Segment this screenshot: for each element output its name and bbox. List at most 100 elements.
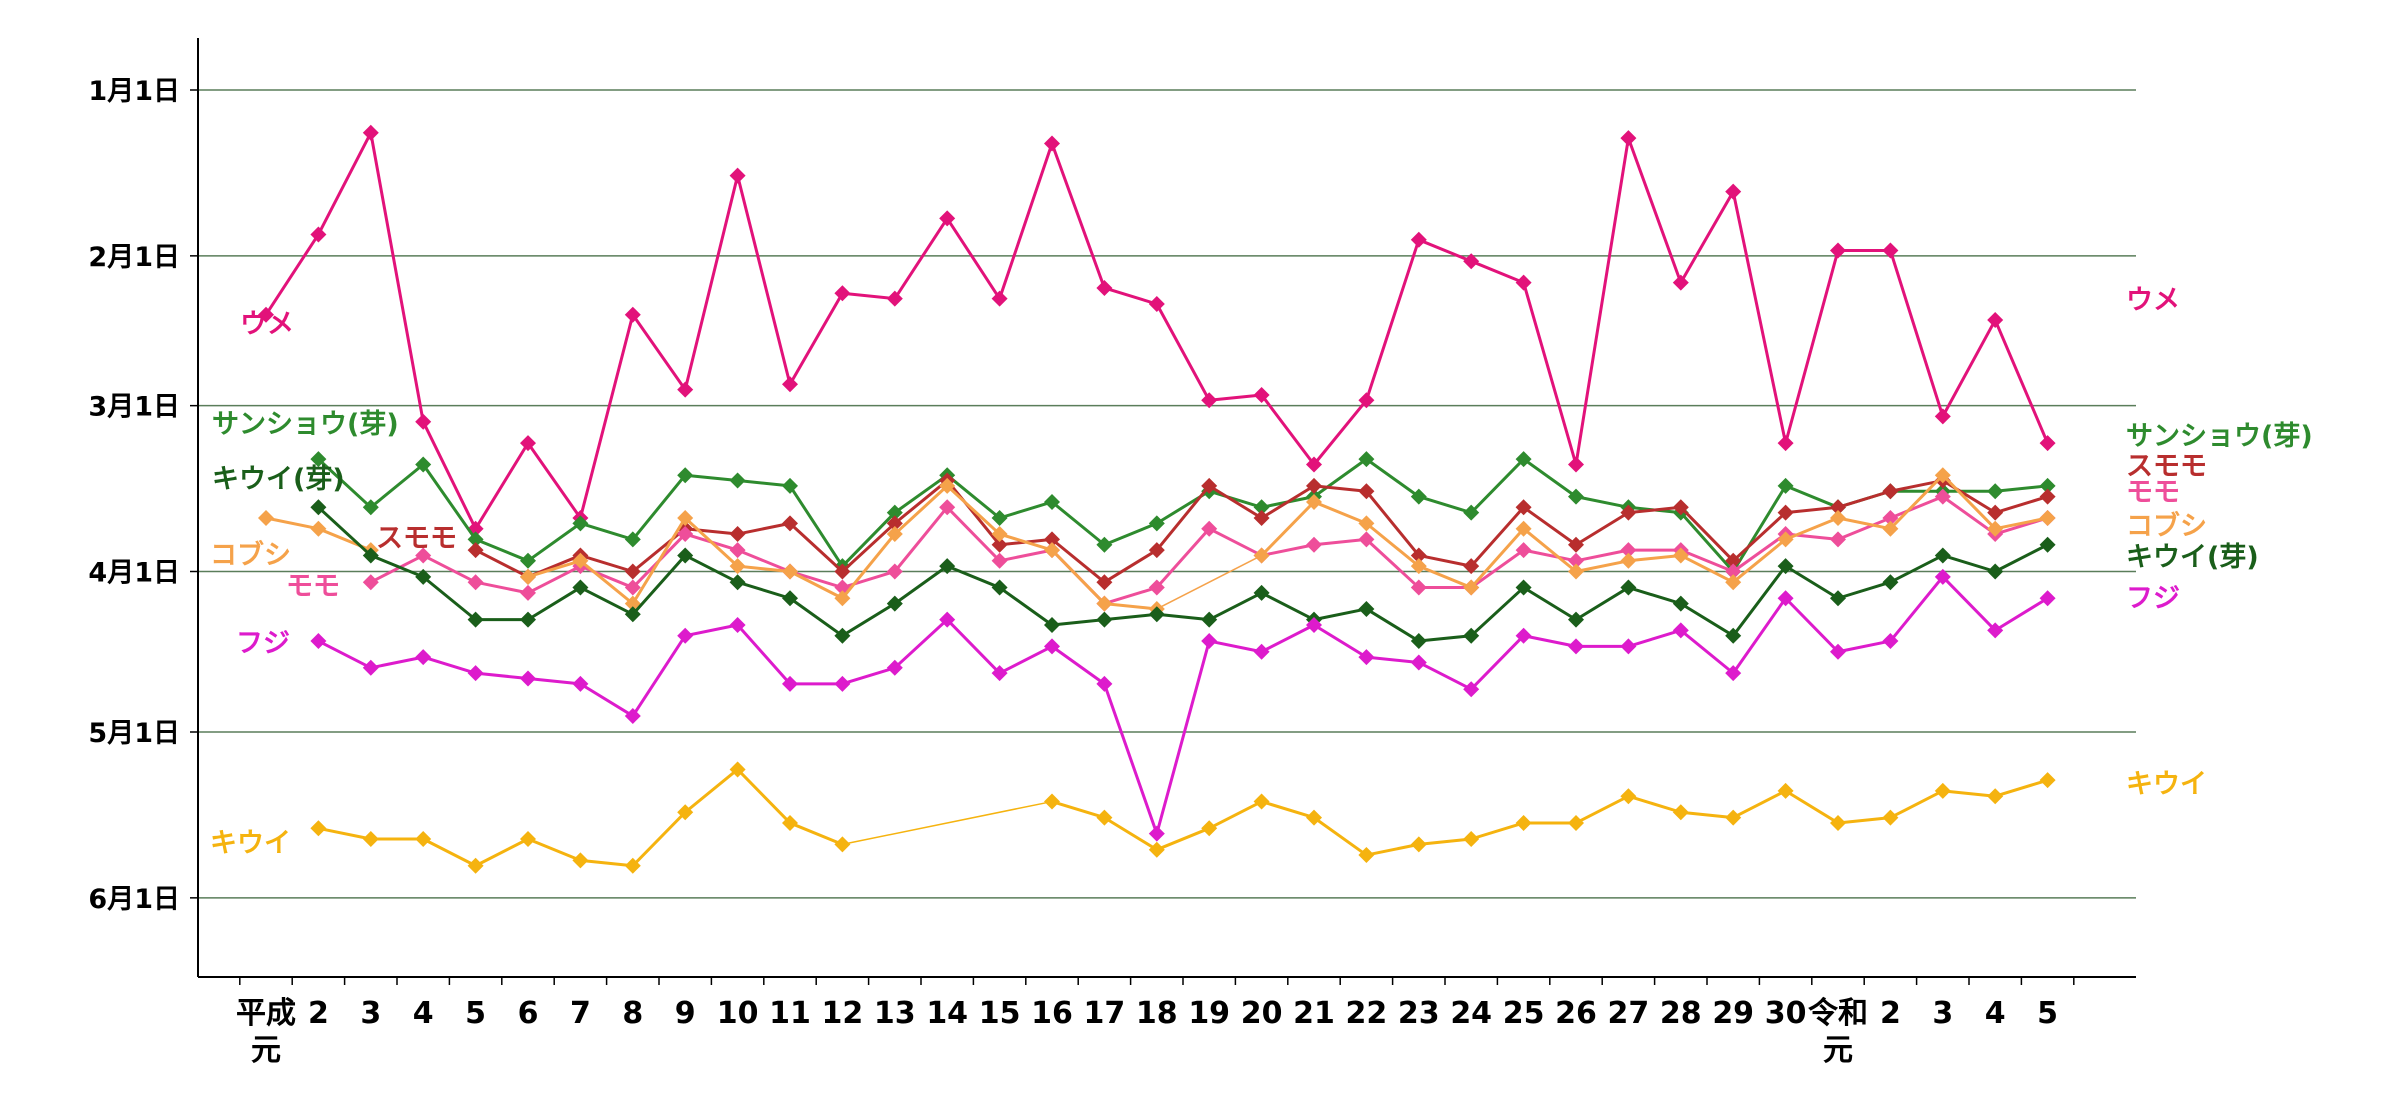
data-point <box>415 568 432 585</box>
data-point <box>991 526 1008 543</box>
data-point <box>939 210 956 227</box>
data-point <box>677 526 694 543</box>
data-point <box>2039 477 2056 494</box>
x-tick-label: 11 <box>769 996 811 1031</box>
data-point <box>1568 611 1584 628</box>
series-line <box>318 767 843 868</box>
data-point <box>1096 536 1113 553</box>
data-point <box>520 435 536 452</box>
x-tick-label: 29 <box>1712 996 1754 1031</box>
data-point <box>939 477 956 494</box>
data-point <box>729 542 746 559</box>
data-point <box>1358 847 1375 864</box>
y-tick-label: 5月1日 <box>88 718 180 749</box>
data-point <box>467 531 484 548</box>
data-point <box>1568 552 1584 569</box>
data-point <box>1358 451 1375 468</box>
x-tick-label: 15 <box>979 996 1021 1031</box>
gap-connector <box>1156 554 1262 610</box>
data-point <box>1148 825 1165 842</box>
data-point <box>677 804 694 821</box>
x-tick-label: 9 <box>675 996 696 1031</box>
data-point <box>1096 279 1113 296</box>
data-point <box>1044 617 1060 633</box>
data-point <box>1358 392 1375 409</box>
data-point <box>939 558 956 575</box>
series-label-left: コブシ <box>210 539 291 571</box>
x-tick-label: 18 <box>1136 996 1178 1031</box>
data-point <box>1306 617 1322 633</box>
data-point <box>1568 536 1584 553</box>
data-point <box>1568 488 1584 505</box>
data-point <box>1515 579 1532 596</box>
data-point <box>258 510 274 526</box>
data-point <box>467 611 484 628</box>
data-point <box>1096 574 1113 591</box>
data-point <box>886 659 903 676</box>
data-point <box>362 659 379 676</box>
data-point <box>520 831 536 847</box>
data-point <box>782 675 798 692</box>
x-tick-label: 19 <box>1188 996 1230 1031</box>
x-tick-label: 27 <box>1608 996 1650 1031</box>
data-point <box>939 611 956 628</box>
data-point <box>1044 493 1060 510</box>
data-point <box>1882 633 1899 650</box>
data-point <box>1987 312 2004 329</box>
data-point <box>1306 536 1322 553</box>
x-tick-label: 28 <box>1660 996 1702 1031</box>
x-tick-label: 10 <box>717 996 759 1031</box>
data-point <box>729 472 746 489</box>
series-layer <box>258 124 2056 874</box>
series-5 <box>310 499 2056 650</box>
data-point <box>1410 547 1427 564</box>
data-point <box>1201 392 1218 409</box>
data-point <box>1306 477 1322 494</box>
data-point <box>1725 552 1742 569</box>
x-tick-label: 22 <box>1346 996 1388 1031</box>
data-point <box>1725 665 1742 682</box>
data-point <box>572 579 589 596</box>
data-point <box>1934 782 1951 799</box>
data-point <box>782 477 798 494</box>
data-point <box>1201 633 1218 650</box>
series-label-right: サンショウ(芽) <box>2126 421 2313 452</box>
x-tick-label: 26 <box>1555 996 1597 1031</box>
data-point <box>1620 504 1637 521</box>
x-tick-label: 30 <box>1765 996 1807 1031</box>
data-point <box>1515 274 1532 291</box>
data-point <box>1934 547 1951 564</box>
data-point <box>624 579 641 596</box>
series-0 <box>258 124 2056 537</box>
data-point <box>1044 135 1060 152</box>
data-point <box>1672 804 1689 821</box>
data-point <box>258 306 274 323</box>
data-point <box>1253 386 1270 403</box>
data-point <box>1358 515 1375 532</box>
data-point <box>2039 536 2056 553</box>
data-point <box>1882 510 1899 526</box>
x-tick-label: 4 <box>413 996 434 1031</box>
data-point <box>1515 542 1532 559</box>
data-point <box>520 611 536 628</box>
data-point <box>939 499 956 516</box>
x-tick-label-line2: 元 <box>1823 1033 1853 1068</box>
data-point <box>1515 499 1532 516</box>
data-point <box>1201 820 1218 837</box>
data-point <box>2039 488 2056 505</box>
data-point <box>1410 654 1427 671</box>
data-point <box>1882 809 1899 826</box>
x-tick-label: 21 <box>1293 996 1335 1031</box>
data-point <box>2039 435 2056 452</box>
data-point <box>415 413 432 430</box>
data-point <box>1515 451 1532 468</box>
data-point <box>362 574 379 591</box>
data-point <box>1777 504 1794 521</box>
data-point <box>1306 493 1322 510</box>
data-point <box>362 124 379 141</box>
data-point <box>886 595 903 612</box>
data-point <box>1777 558 1794 575</box>
data-point <box>991 290 1008 307</box>
data-point <box>834 285 851 302</box>
x-tick-label: 14 <box>926 996 968 1031</box>
